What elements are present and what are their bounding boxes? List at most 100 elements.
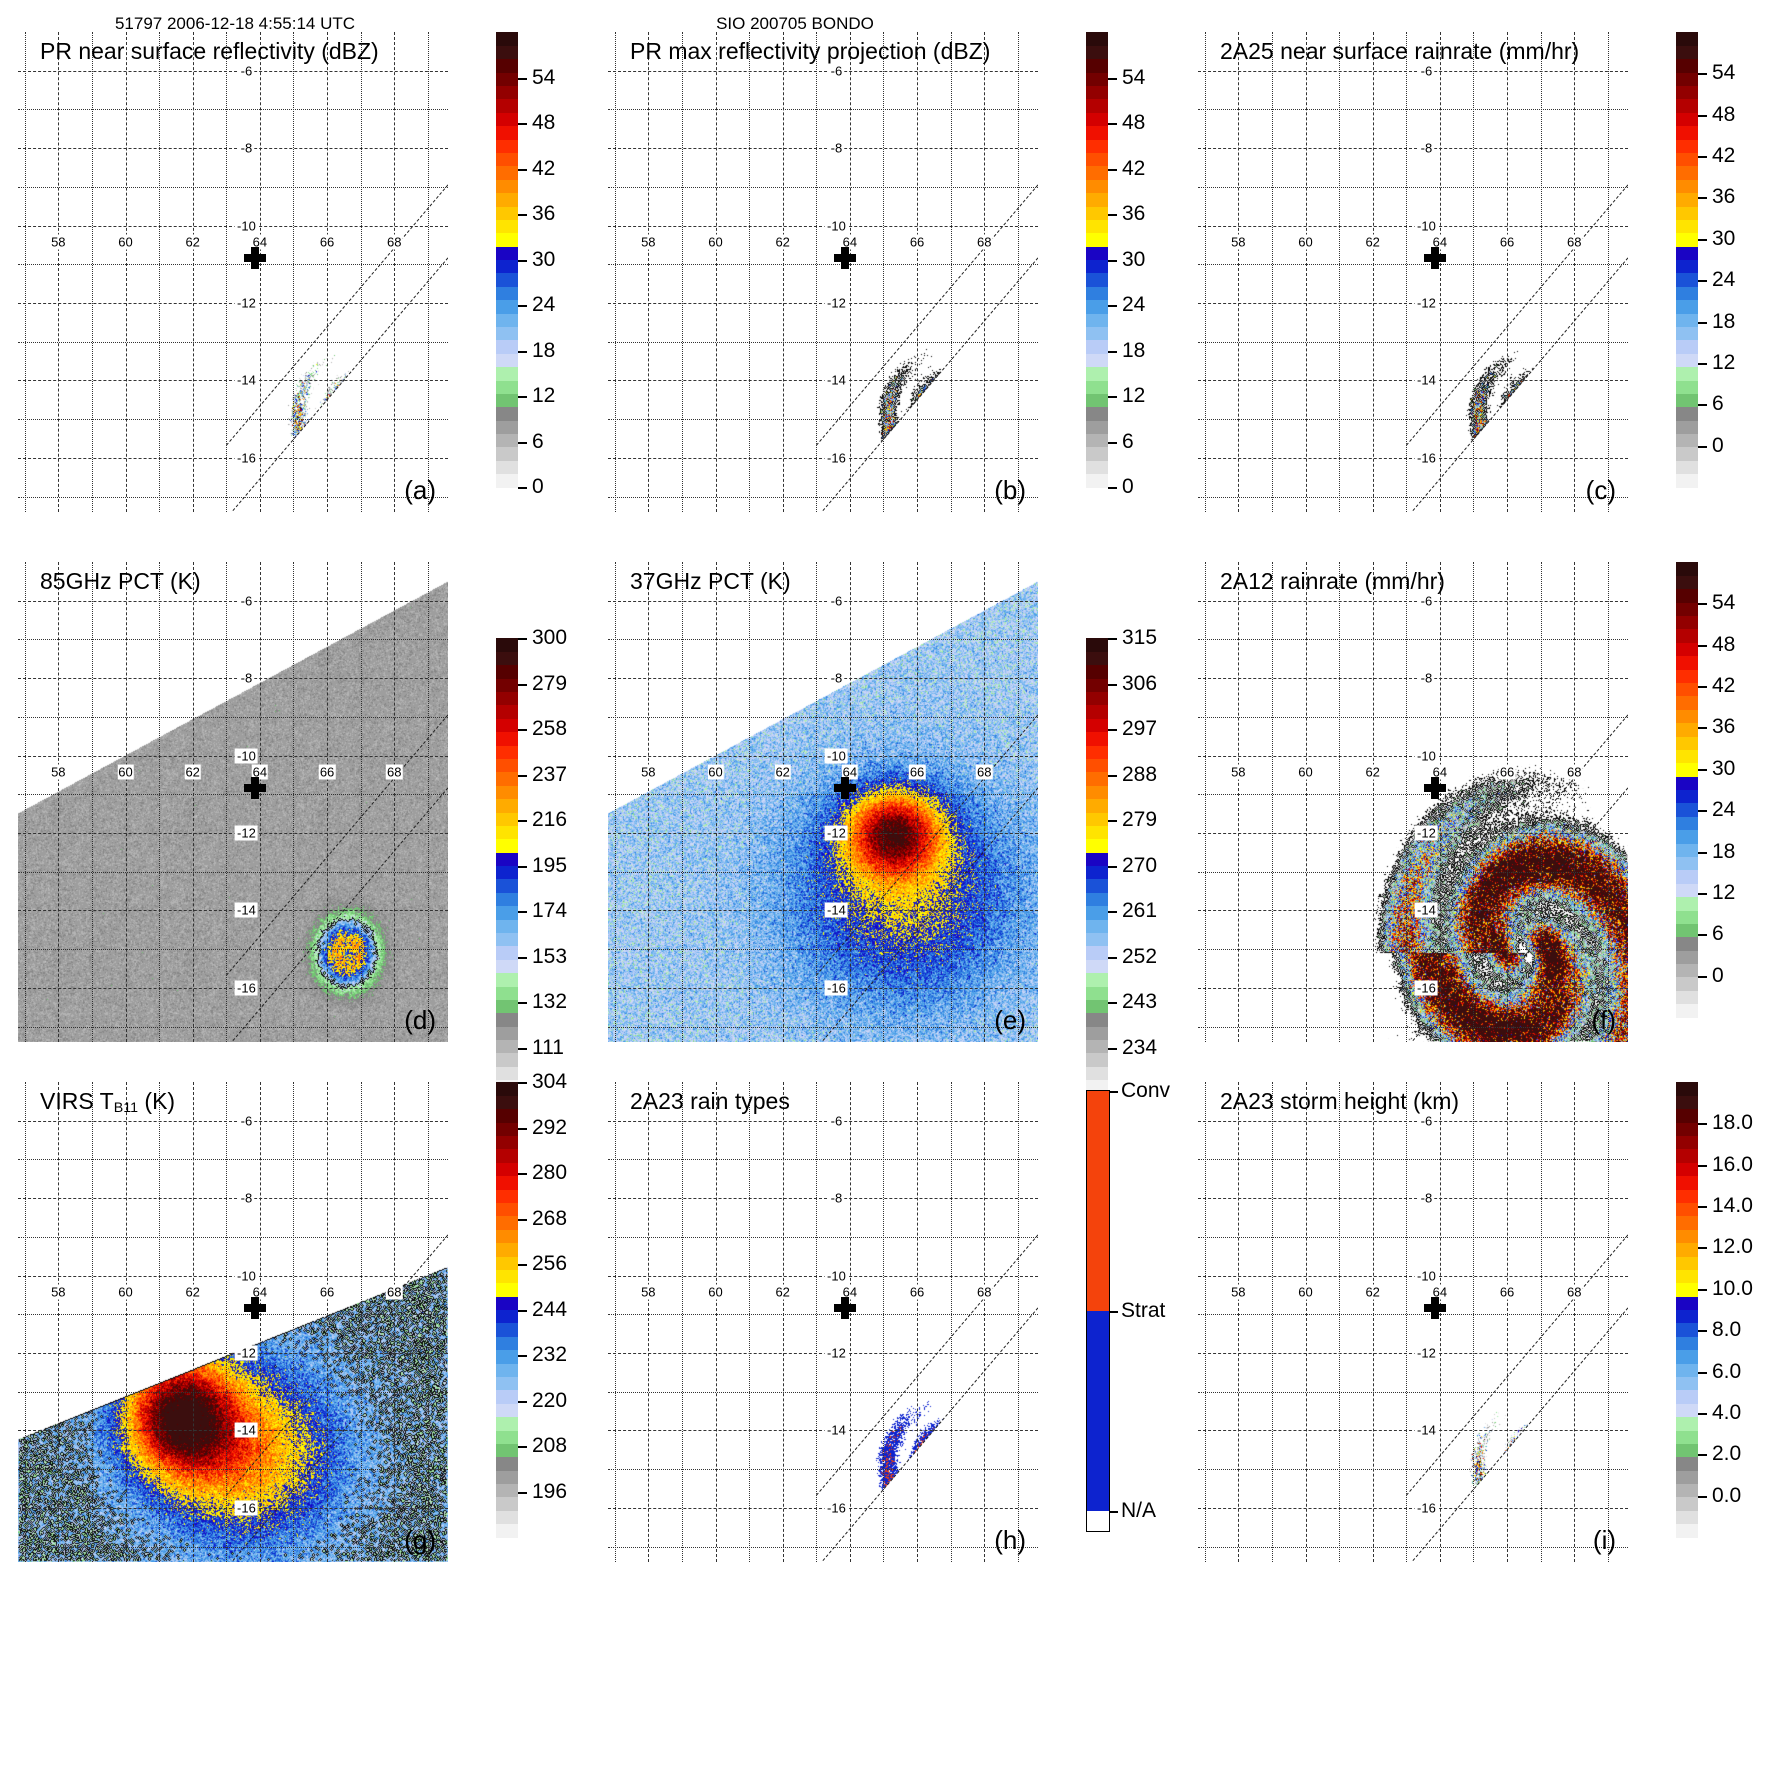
colorbar-segment	[496, 785, 518, 800]
colorbar-tick	[1698, 644, 1707, 647]
colorbar-segment	[1676, 1003, 1698, 1018]
lat-tick-label--10: -10	[235, 748, 258, 764]
colorbar-segment	[1086, 932, 1108, 947]
colorbar-segment-strat	[1087, 1311, 1109, 1512]
header-orbit-datetime: 51797 2006-12-18 4:55:14 UTC	[114, 14, 356, 33]
colorbar-tick-label-243: 243	[1122, 990, 1158, 1013]
lat-tick-label--8: -8	[1418, 140, 1435, 156]
colorbar-segment	[1676, 1322, 1698, 1337]
lat-tick-label--16: -16	[825, 450, 848, 466]
lat-tick-label--14: -14	[1415, 1422, 1438, 1438]
lat-tick-label--12: -12	[825, 1345, 848, 1361]
colorbar-tick	[1108, 956, 1117, 959]
colorbar-tick	[1108, 77, 1117, 80]
colorbar-segment	[1676, 72, 1698, 87]
colorbar-tick-label-24: 24	[1712, 798, 1736, 822]
panel-c: -6 -8 -10 -12 -14 -16 58 60 62 64 66 68 2A25 near su…	[1198, 32, 1771, 512]
panel-letter-e: (e)	[994, 1005, 1026, 1035]
colorbar-segment	[1676, 1443, 1698, 1458]
colorbar-segment	[496, 1082, 518, 1096]
lat-tick-label--16: -16	[235, 1500, 258, 1516]
colorbar-tick-label-30: 30	[532, 247, 556, 271]
colorbar-tick-label-30: 30	[1122, 247, 1146, 271]
colorbar-segment	[1676, 963, 1698, 978]
colorbar-segment	[1086, 638, 1108, 652]
colorbar-segment	[496, 1429, 518, 1444]
colorbar-segment	[1676, 1429, 1698, 1444]
colorbar-tick	[1108, 1047, 1117, 1050]
lon-tick-label-62: 62	[1364, 1284, 1381, 1300]
colorbar-tick-label-12: 12	[1712, 880, 1736, 904]
colorbar-tick	[518, 259, 527, 262]
panel-title-g: VIRS TB11 (K)	[40, 1088, 176, 1117]
colorbar-segment	[1676, 299, 1698, 314]
lon-tick-label-66: 66	[908, 234, 926, 250]
colorbar-tick-label-0: 0	[1122, 475, 1134, 498]
colorbar-segment	[1676, 1082, 1698, 1096]
colorbar-segment	[1676, 1148, 1698, 1163]
colorbar-segment	[1086, 259, 1108, 274]
colorbar-tick	[518, 350, 527, 353]
colorbar-segment	[496, 299, 518, 314]
data-layer-f	[1198, 562, 1628, 1042]
colorbar-tick	[518, 956, 527, 959]
colorbar-segment	[1086, 205, 1108, 220]
colorbar-tick-label-16.0: 16.0	[1712, 1152, 1753, 1176]
colorbar-tick-label-0.0: 0.0	[1712, 1483, 1742, 1507]
colorbar-segment	[1086, 664, 1108, 679]
colorbar-segment	[496, 1483, 518, 1498]
panel-d: -6 -8 -10 -12 -14 -16 58 60 62 64 66 68 85GHz PCT (K…	[18, 562, 598, 1094]
panel-h: -6 -8 -10 -12 -14 -16 58 60 62 64 66 68 2A23 rain ty…	[608, 1079, 1188, 1562]
colorbar-tick	[1108, 820, 1117, 822]
colorbar-segment	[496, 1282, 518, 1297]
colorbar-tick	[1109, 1091, 1118, 1093]
colorbar-segment	[1676, 246, 1698, 261]
colorbar-tick-label-42: 42	[532, 156, 556, 180]
lon-tick-label-60: 60	[707, 234, 724, 250]
colorbar-segment	[1676, 1202, 1698, 1217]
colorbar-segment	[1086, 678, 1108, 693]
colorbar-segment	[1086, 152, 1108, 167]
colorbar-segment	[496, 339, 518, 354]
colorbar-tick	[518, 683, 527, 686]
data-layer-e	[608, 562, 1038, 1042]
colorbar-segment	[1086, 45, 1108, 60]
lon-tick-label-68: 68	[386, 234, 403, 250]
colorbar-segment	[1086, 945, 1108, 960]
colorbar-h: Conv Strat N/A	[1086, 1079, 1170, 1532]
colorbar-segment	[496, 919, 518, 933]
colorbar-tick-label-6: 6	[1712, 392, 1724, 416]
lon-tick-label-60: 60	[1297, 1284, 1314, 1300]
panel-letter-i: (i)	[1592, 1525, 1616, 1555]
colorbar-tick	[518, 487, 527, 489]
colorbar-tick	[518, 305, 527, 307]
colorbar-segment	[496, 972, 518, 987]
colorbar-tick	[1108, 305, 1117, 307]
colorbar-tick-label-6: 6	[532, 429, 544, 453]
colorbar-tick-label-153: 153	[532, 944, 568, 968]
colorbar-tick-label-12: 12	[532, 384, 556, 407]
colorbar-segment	[1676, 1496, 1698, 1511]
colorbar-tick	[518, 441, 527, 444]
colorbar-segment	[1676, 816, 1698, 831]
colorbar-segment	[1086, 32, 1108, 46]
colorbar-segment	[1676, 896, 1698, 911]
colorbar-segment	[1086, 718, 1108, 733]
lat-tick-label--10: -10	[1415, 218, 1438, 234]
panel-letter-a: (a)	[404, 475, 436, 505]
colorbar-tick-label-195: 195	[532, 853, 568, 877]
colorbar-tick	[518, 774, 527, 777]
colorbar-segment	[1086, 838, 1108, 853]
colorbar-tick-label-0: 0	[532, 475, 544, 498]
colorbar-segment	[496, 393, 518, 408]
colorbar-tick	[1698, 1330, 1707, 1333]
colorbar-segment	[496, 704, 518, 719]
colorbar-tick-label-270: 270	[1122, 853, 1158, 877]
colorbar-segment	[1086, 125, 1108, 140]
colorbar-segment	[496, 932, 518, 947]
colorbar-tick	[518, 1400, 527, 1403]
colorbar-segment	[496, 1229, 518, 1244]
lon-tick-label-68: 68	[976, 764, 993, 780]
lon-tick-label-58: 58	[1230, 764, 1247, 780]
colorbar-segment	[1676, 1282, 1698, 1297]
